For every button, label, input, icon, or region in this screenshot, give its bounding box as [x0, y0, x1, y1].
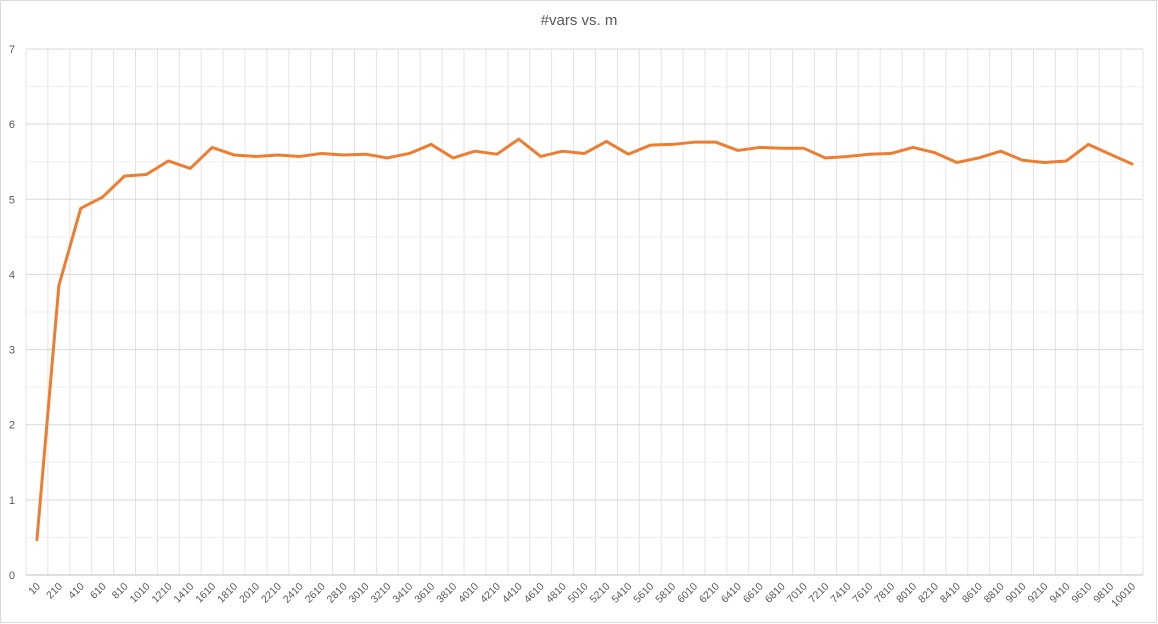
- x-tick-label: 8810: [982, 581, 1007, 606]
- x-tick-label: 4810: [544, 581, 569, 606]
- x-tick-label: 5010: [566, 581, 591, 606]
- y-tick-label: 3: [9, 345, 15, 357]
- x-tick-label: 6810: [763, 581, 788, 606]
- x-tick-label: 2610: [303, 581, 328, 606]
- x-tick-label: 5410: [609, 581, 634, 606]
- x-tick-label: 4210: [478, 581, 503, 606]
- x-tick-label: 10010: [1109, 581, 1138, 610]
- y-tick-label: 6: [9, 119, 15, 131]
- x-tick-label: 1210: [149, 581, 174, 606]
- x-tick-label: 8610: [960, 581, 985, 606]
- x-tick-label: 1810: [215, 581, 240, 606]
- x-tick-label: 10: [26, 581, 43, 598]
- x-tick-label: 6410: [719, 581, 744, 606]
- y-tick-label: 4: [9, 269, 15, 281]
- x-tick-label: 210: [44, 581, 65, 602]
- x-tick-label: 5810: [653, 581, 678, 606]
- y-tick-label: 2: [9, 420, 15, 432]
- x-tick-label: 7610: [850, 581, 875, 606]
- x-tick-label: 8010: [894, 581, 919, 606]
- x-tick-label: 2210: [259, 581, 284, 606]
- x-tick-label: 6010: [675, 581, 700, 606]
- x-tick-label: 9010: [1004, 581, 1029, 606]
- y-tick-label: 1: [9, 495, 15, 507]
- y-tick-label: 0: [9, 570, 15, 582]
- x-tick-label: 4610: [522, 581, 547, 606]
- x-tick-label: 4010: [456, 581, 481, 606]
- x-tick-label: 1010: [128, 581, 153, 606]
- x-tick-label: 3810: [434, 581, 459, 606]
- x-tick-label: 410: [66, 581, 87, 602]
- x-tick-label: 8410: [938, 581, 963, 606]
- x-tick-label: 2410: [281, 581, 306, 606]
- x-tick-label: 9410: [1047, 581, 1072, 606]
- x-tick-label: 610: [88, 581, 109, 602]
- x-tick-label: 8210: [916, 581, 941, 606]
- x-tick-label: 6610: [741, 581, 766, 606]
- x-tick-label: 6210: [697, 581, 722, 606]
- x-tick-label: 7410: [828, 581, 853, 606]
- y-tick-label: 7: [9, 44, 15, 56]
- x-tick-label: 3210: [369, 581, 394, 606]
- x-tick-label: 4410: [500, 581, 525, 606]
- x-tick-label: 5210: [588, 581, 613, 606]
- x-tick-label: 1410: [171, 581, 196, 606]
- x-tick-label: 7810: [872, 581, 897, 606]
- x-tick-label: 3410: [390, 581, 415, 606]
- x-tick-label: 1610: [193, 581, 218, 606]
- x-tick-label: 5610: [631, 581, 656, 606]
- x-tick-label: 9210: [1026, 581, 1051, 606]
- x-tick-label: 7210: [807, 581, 832, 606]
- x-tick-label: 7010: [785, 581, 810, 606]
- x-tick-label: 9610: [1069, 581, 1094, 606]
- x-tick-label: 3010: [347, 581, 372, 606]
- x-tick-label: 2010: [237, 581, 262, 606]
- y-tick-label: 5: [9, 194, 15, 206]
- x-tick-label: 2810: [325, 581, 350, 606]
- x-tick-label: 3610: [412, 581, 437, 606]
- chart-title: #vars vs. m: [540, 12, 618, 29]
